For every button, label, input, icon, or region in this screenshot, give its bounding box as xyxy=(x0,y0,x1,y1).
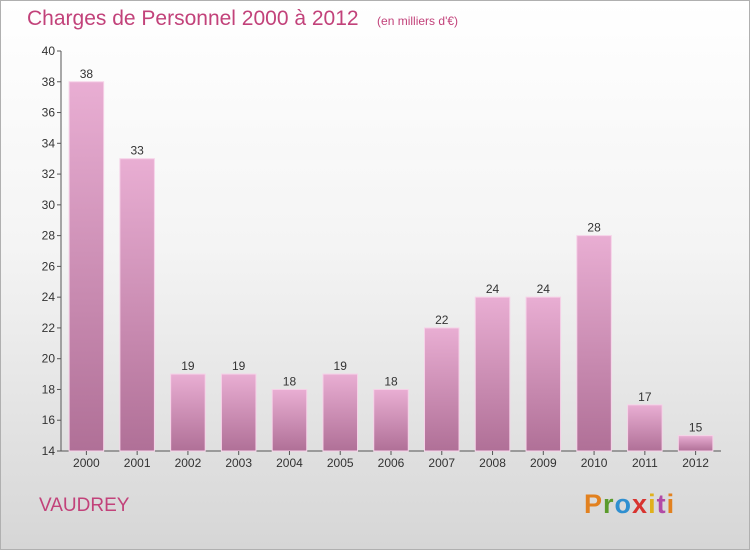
value-label-2003: 19 xyxy=(232,359,246,373)
x-tick-label-2003: 2003 xyxy=(225,456,252,470)
y-tick-label: 28 xyxy=(42,229,56,243)
title-block: Charges de Personnel 2000 à 2012 (en mil… xyxy=(27,7,458,31)
x-tick-label-2006: 2006 xyxy=(378,456,405,470)
bar-2007 xyxy=(424,327,460,452)
x-tick-label-2008: 2008 xyxy=(479,456,506,470)
bar-2010 xyxy=(576,235,612,452)
y-tick-label: 32 xyxy=(42,167,56,181)
value-label-2009: 24 xyxy=(537,282,551,296)
commune-name: VAUDREY xyxy=(39,495,130,516)
value-label-2006: 18 xyxy=(384,374,398,388)
x-tick-label-2012: 2012 xyxy=(682,456,709,470)
value-label-2001: 33 xyxy=(130,144,144,158)
y-tick-label: 34 xyxy=(42,136,56,150)
x-tick-label-2004: 2004 xyxy=(276,456,303,470)
logo-letter: o xyxy=(614,489,633,519)
y-tick-label: 38 xyxy=(42,75,56,89)
y-tick-label: 36 xyxy=(42,106,56,120)
logo-letter: P xyxy=(584,489,604,519)
x-tick-label-2002: 2002 xyxy=(175,456,202,470)
value-label-2010: 28 xyxy=(587,221,601,235)
bar-2003 xyxy=(220,373,257,452)
x-tick-label-2007: 2007 xyxy=(428,456,455,470)
x-tick-label-2009: 2009 xyxy=(530,456,557,470)
bar-2011 xyxy=(627,404,663,452)
bar-2004 xyxy=(271,388,308,452)
bar-2008 xyxy=(474,296,511,452)
x-tick-label-2001: 2001 xyxy=(124,456,151,470)
logo-letter: t xyxy=(656,489,667,519)
x-tick-label-2011: 2011 xyxy=(632,456,658,470)
x-tick-label-2000: 2000 xyxy=(73,456,100,470)
y-tick-label: 22 xyxy=(42,321,56,335)
value-label-2008: 24 xyxy=(486,282,500,296)
y-tick-label: 26 xyxy=(42,259,56,273)
value-label-2011: 17 xyxy=(638,390,652,404)
bar-2002 xyxy=(170,373,206,452)
y-tick-label: 24 xyxy=(42,290,56,304)
value-label-2012: 15 xyxy=(689,421,703,435)
bar-2000 xyxy=(68,81,105,452)
x-tick-label-2005: 2005 xyxy=(327,456,354,470)
bar-2009 xyxy=(525,296,562,452)
value-label-2004: 18 xyxy=(283,374,297,388)
y-tick-label: 40 xyxy=(42,44,56,58)
y-tick-label: 16 xyxy=(42,413,56,427)
bar-2001 xyxy=(119,158,155,452)
value-label-2000: 38 xyxy=(80,67,94,81)
proxiti-logo: Proxiti xyxy=(584,489,675,520)
chart-subtitle: (en milliers d'€) xyxy=(377,14,459,28)
y-tick-label: 14 xyxy=(42,444,56,458)
logo-letter: i xyxy=(648,489,657,519)
value-label-2002: 19 xyxy=(181,359,195,373)
logo-letter: x xyxy=(632,489,649,519)
x-tick-label-2010: 2010 xyxy=(581,456,608,470)
bar-2005 xyxy=(322,373,358,452)
value-label-2007: 22 xyxy=(435,313,449,327)
logo-letter: r xyxy=(603,489,615,519)
y-tick-label: 20 xyxy=(42,352,56,366)
y-tick-label: 18 xyxy=(42,382,56,396)
value-label-2005: 19 xyxy=(334,359,348,373)
chart-title: Charges de Personnel 2000 à 2012 xyxy=(27,7,359,30)
y-tick-label: 30 xyxy=(42,198,56,212)
bar-2006 xyxy=(373,388,409,452)
logo-letter: i xyxy=(666,489,676,519)
bar-2012 xyxy=(677,435,714,452)
